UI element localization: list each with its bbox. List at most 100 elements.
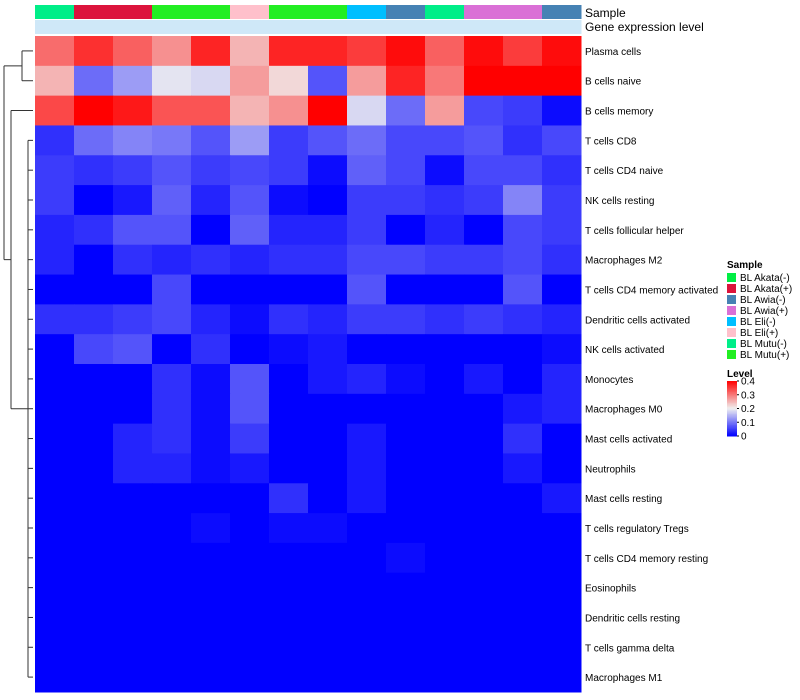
expression-annotation-cell xyxy=(464,20,504,34)
heatmap-cell xyxy=(347,662,387,693)
heatmap-cell xyxy=(425,423,465,454)
heatmap-cell xyxy=(35,214,75,246)
heatmap-cell xyxy=(269,393,309,425)
heatmap-cell xyxy=(269,453,309,484)
heatmap-cell xyxy=(191,483,231,514)
colorbar-segment xyxy=(727,419,737,422)
heatmap-cell xyxy=(308,483,348,514)
heatmap-cell xyxy=(191,364,231,395)
colorbar-segment xyxy=(727,418,737,420)
heatmap-cell xyxy=(74,274,114,305)
heatmap-cell xyxy=(347,334,387,365)
heatmap-cell xyxy=(347,155,387,186)
row-label-t-cells-cd4-naive: T cells CD4 naive xyxy=(585,166,664,177)
heatmap-cell xyxy=(503,214,543,246)
heatmap-cell xyxy=(35,185,75,216)
heatmap-cell xyxy=(464,364,504,395)
heatmap-cell xyxy=(347,513,387,544)
sample-annotation-cell-bl-awia xyxy=(542,5,582,19)
heatmap-cell xyxy=(308,632,348,663)
colorbar-segment xyxy=(727,416,737,419)
heatmap-cell xyxy=(74,632,114,663)
heatmap-cell xyxy=(464,155,504,186)
heatmap-cell xyxy=(269,65,309,97)
heatmap-cell xyxy=(230,214,270,246)
heatmap-cell xyxy=(191,125,231,156)
heatmap-cell xyxy=(191,214,231,246)
heatmap-cell xyxy=(347,36,387,67)
row-label-eosinophils: Eosinophils xyxy=(585,584,636,595)
heatmap-cell xyxy=(191,304,231,335)
expression-annotation-cell xyxy=(35,20,75,34)
heatmap-cell xyxy=(386,513,426,544)
expression-annotation-cell xyxy=(230,20,270,34)
heatmap-cell xyxy=(464,662,504,693)
heatmap-cell xyxy=(74,542,114,574)
heatmap-cell xyxy=(308,65,348,97)
sample-annotation-cell-bl-mutu xyxy=(35,5,75,19)
heatmap-cell xyxy=(425,572,465,604)
heatmap-cell xyxy=(74,393,114,425)
heatmap-cell xyxy=(464,632,504,663)
heatmap-cell xyxy=(308,274,348,305)
heatmap-cell xyxy=(308,542,348,574)
heatmap-cell xyxy=(542,393,582,425)
colorbar-tick-label: 0.3 xyxy=(741,390,755,401)
heatmap-cell xyxy=(464,572,504,604)
heatmap-cell xyxy=(35,542,75,574)
heatmap-cell xyxy=(113,304,153,335)
legend-swatch-bl-awia xyxy=(727,295,736,304)
heatmap-cell xyxy=(152,423,192,454)
heatmap-cell xyxy=(347,304,387,335)
heatmap-cell xyxy=(230,155,270,186)
heatmap-cell xyxy=(503,36,543,67)
heatmap-cell xyxy=(542,304,582,335)
heatmap-cell xyxy=(191,185,231,216)
heatmap-cell xyxy=(152,542,192,574)
colorbar-segment xyxy=(727,386,737,389)
heatmap-cell xyxy=(464,214,504,246)
heatmap-cell xyxy=(152,36,192,67)
heatmap-cell xyxy=(35,334,75,365)
legend-swatch-bl-awia xyxy=(727,306,736,315)
heatmap-cell xyxy=(230,274,270,305)
heatmap-cell xyxy=(386,632,426,663)
heatmap-cell xyxy=(269,36,309,67)
heatmap-cell xyxy=(35,244,75,276)
heatmap-cell xyxy=(113,662,153,693)
heatmap-cell xyxy=(308,423,348,454)
heatmap-cell xyxy=(35,364,75,395)
annotation-labels: Sample Gene expression level xyxy=(585,6,704,34)
heatmap-cell xyxy=(347,393,387,425)
colorbar-segment xyxy=(727,420,737,423)
heatmap-cell xyxy=(113,423,153,454)
legend-swatch-bl-eli xyxy=(727,317,736,326)
heatmap-cell xyxy=(230,125,270,156)
heatmap-cell xyxy=(152,185,192,216)
heatmap-cell xyxy=(503,542,543,574)
sample-annotation-cell-bl-mutu xyxy=(152,5,192,19)
heatmap-cell xyxy=(347,423,387,454)
heatmap-cell xyxy=(425,214,465,246)
heatmap-cell xyxy=(308,572,348,604)
heatmap-cell xyxy=(35,632,75,663)
heatmap-cell xyxy=(386,155,426,186)
heatmap-cell xyxy=(308,95,348,126)
heatmap-cell xyxy=(269,572,309,604)
heatmap-cell xyxy=(386,662,426,693)
heatmap-cell xyxy=(425,95,465,126)
heatmap-cell xyxy=(113,274,153,305)
row-label-t-cells-gamma-delta: T cells gamma delta xyxy=(585,643,675,654)
heatmap-cell xyxy=(386,542,426,574)
heatmap-cell xyxy=(425,125,465,156)
heatmap-cell xyxy=(269,125,309,156)
heatmap-cell xyxy=(308,244,348,276)
heatmap-cell xyxy=(425,542,465,574)
heatmap-cell xyxy=(269,244,309,276)
heatmap-cell xyxy=(425,334,465,365)
heatmap-cell xyxy=(503,65,543,97)
heatmap-cell xyxy=(191,274,231,305)
colorbar-segment xyxy=(727,423,737,426)
row-label-t-cells-follicular-helper: T cells follicular helper xyxy=(585,226,684,237)
heatmap-cell xyxy=(269,483,309,514)
